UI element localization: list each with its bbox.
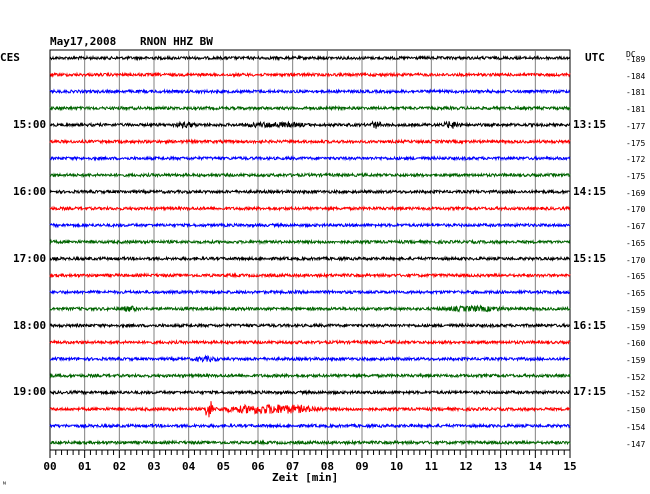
x-tick-label: 15 [563, 460, 576, 473]
dc-value: -159 [626, 355, 646, 365]
dc-value: -181 [626, 105, 646, 115]
dc-value: -152 [626, 389, 646, 399]
trace-9 [49, 205, 571, 212]
dc-value: -165 [626, 272, 646, 282]
dc-value: -150 [626, 406, 646, 416]
dc-value: -165 [626, 238, 646, 248]
trace-5 [49, 138, 571, 145]
dc-value: -175 [626, 138, 646, 148]
hour-label-left: 18:00 [13, 318, 47, 332]
x-axis-label: Zeit [min] [272, 471, 339, 484]
hour-label-left: 19:00 [13, 385, 47, 399]
trace-22 [49, 422, 571, 430]
x-tick-label: 14 [529, 460, 543, 473]
x-tick-label: 10 [390, 460, 403, 473]
x-tick-label: 00 [43, 460, 56, 473]
dc-value: -181 [626, 88, 646, 98]
hour-label-right: 15:15 [573, 251, 607, 265]
dc-value: -165 [626, 289, 646, 299]
dc-value: -172 [626, 155, 646, 165]
hour-label-left: 15:00 [13, 117, 47, 131]
trace-3 [49, 104, 571, 112]
dc-value: -160 [626, 339, 646, 349]
chart-title-date: May17,2008 [50, 35, 117, 48]
x-tick-label: 03 [147, 460, 160, 473]
right-timezone-label: UTC [585, 51, 605, 64]
trace-23 [49, 439, 571, 446]
x-tick-label: 08 [321, 460, 334, 473]
dc-value: -159 [626, 305, 646, 315]
trace-11 [49, 238, 571, 246]
dc-value: -177 [626, 121, 646, 131]
trace-17 [49, 339, 571, 346]
trace-8 [49, 188, 571, 195]
hour-label-right: 17:15 [573, 385, 607, 399]
trace-0 [49, 54, 571, 62]
chart-title-station: RNON HHZ BW [140, 35, 213, 48]
trace-14 [49, 288, 571, 296]
trace-20 [49, 389, 571, 396]
x-tick-label: 13 [494, 460, 507, 473]
hour-label-right: 13:15 [573, 117, 607, 131]
x-tick-label: 12 [459, 460, 472, 473]
dc-value: -167 [626, 222, 646, 232]
trace-19 [49, 372, 571, 380]
x-tick-label: 01 [78, 460, 92, 473]
hour-label-right: 14:15 [573, 184, 607, 198]
trace-16 [49, 322, 571, 329]
trace-7 [49, 171, 571, 179]
trace-15 [49, 304, 571, 313]
dc-value: -170 [626, 205, 646, 215]
trace-10 [49, 221, 571, 229]
dc-value: -170 [626, 255, 646, 265]
dc-column-label: DC [626, 50, 636, 59]
hour-label-left: 16:00 [13, 184, 47, 198]
trace-21 [49, 401, 571, 418]
dc-value: -175 [626, 172, 646, 182]
x-tick-label: 11 [425, 460, 439, 473]
trace-6 [49, 155, 571, 162]
x-tick-label: 06 [251, 460, 265, 473]
x-tick-label: 04 [182, 460, 196, 473]
x-tick-label: 05 [217, 460, 230, 473]
trace-13 [49, 272, 571, 279]
left-timezone-label: CES [0, 51, 20, 64]
dc-value: -154 [626, 422, 646, 432]
trace-18 [49, 354, 571, 363]
dc-value: -147 [626, 439, 646, 449]
trace-4 [49, 120, 571, 129]
dc-value: -184 [626, 71, 646, 81]
hour-label-right: 16:15 [573, 318, 607, 332]
x-tick-label: 09 [355, 460, 368, 473]
dc-value: -169 [626, 188, 646, 198]
dc-value: -189 [626, 55, 646, 64]
trace-2 [49, 88, 571, 95]
dc-value: -152 [626, 372, 646, 382]
x-tick-label: 02 [113, 460, 126, 473]
x-tick-label: 07 [286, 460, 299, 473]
hour-label-left: 17:00 [13, 251, 47, 265]
trace-12 [49, 255, 571, 262]
dc-value: -159 [626, 322, 646, 332]
corner-mark: ᴺ [2, 480, 7, 489]
trace-1 [49, 71, 571, 78]
